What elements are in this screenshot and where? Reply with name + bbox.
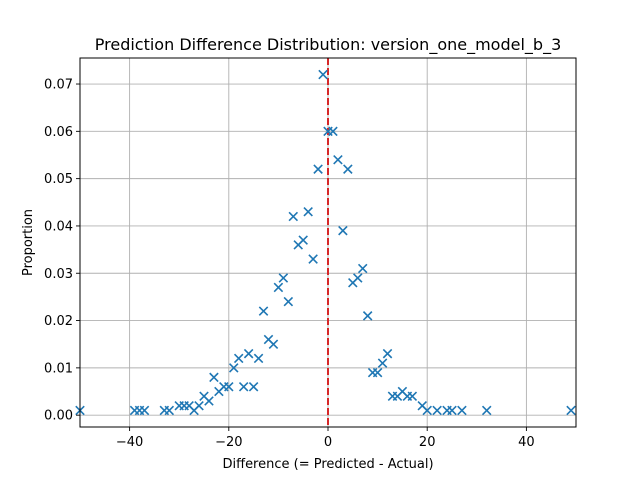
data-point-x-marker [432, 405, 442, 416]
data-point-x-marker [343, 164, 353, 174]
data-point-x-marker [447, 405, 457, 416]
x-tick-label: 20 [419, 435, 436, 450]
data-point-x-marker [352, 273, 363, 283]
data-point-x-marker [333, 154, 343, 165]
data-point-x-marker [372, 367, 383, 378]
data-point-x-marker [224, 382, 234, 392]
data-point-x-marker [382, 348, 393, 359]
y-tick-label: 0.04 [44, 219, 73, 234]
x-tick-label: 40 [518, 435, 535, 450]
data-point-x-marker [357, 263, 368, 274]
data-point-x-marker [313, 164, 323, 174]
data-point-x-marker [328, 126, 338, 137]
y-tick-label: 0.05 [44, 172, 73, 187]
data-point-x-marker [273, 282, 284, 293]
data-point-x-marker [268, 339, 279, 349]
data-point-x-marker [233, 353, 244, 364]
y-tick-label: 0.00 [44, 409, 73, 424]
data-point-x-marker [243, 348, 254, 359]
y-axis-label: Proportion [21, 209, 36, 276]
data-points [75, 69, 576, 416]
x-axis-label: Difference (= Predicted - Actual) [222, 457, 433, 472]
data-point-x-marker [422, 405, 432, 416]
data-point-x-marker [288, 211, 299, 222]
data-point-x-marker [338, 225, 348, 236]
data-point-x-marker [278, 273, 289, 283]
data-point-x-marker [566, 405, 576, 416]
data-point-x-marker [238, 382, 249, 392]
y-tick-label: 0.02 [44, 314, 73, 329]
data-point-x-marker [139, 405, 150, 416]
y-tick-label: 0.07 [44, 78, 73, 93]
data-point-x-marker [253, 353, 264, 364]
x-tick-label: −40 [116, 435, 143, 450]
data-point-x-marker [164, 405, 175, 416]
data-point-x-marker [303, 206, 313, 217]
axis-ticks: −40 −20 0 20 40 0.00 0.01 0.02 0.03 0.04 0.05 0.06 0… [44, 78, 535, 450]
data-point-x-marker [194, 400, 204, 411]
data-point-x-marker [318, 69, 328, 80]
x-tick-label: −20 [215, 435, 242, 450]
data-point-x-marker [481, 405, 492, 416]
data-point-x-marker [457, 405, 467, 416]
x-tick-label: 0 [324, 435, 332, 450]
data-point-x-marker [228, 363, 239, 373]
data-point-x-marker [377, 358, 388, 368]
y-tick-label: 0.06 [44, 125, 73, 140]
chart-title: Prediction Difference Distribution: vers… [95, 35, 562, 55]
data-point-x-marker [283, 296, 294, 307]
y-tick-label: 0.01 [44, 361, 73, 376]
data-point-x-marker [298, 235, 308, 245]
data-point-x-marker [308, 254, 318, 264]
data-point-x-marker [407, 391, 418, 402]
data-point-x-marker [362, 311, 373, 321]
data-point-x-marker [204, 396, 214, 406]
data-point-x-marker [209, 372, 219, 383]
y-tick-label: 0.03 [44, 267, 73, 282]
data-point-x-marker [248, 382, 259, 392]
data-point-x-marker [258, 306, 269, 316]
